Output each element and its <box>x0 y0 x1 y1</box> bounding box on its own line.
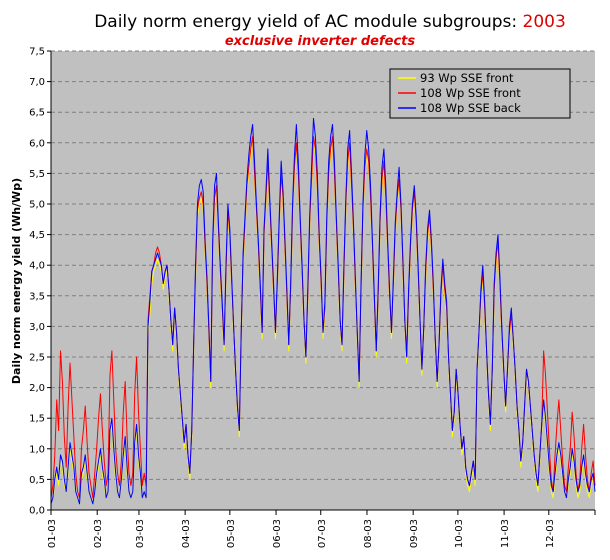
x-tick-label: 02-03 <box>93 519 104 548</box>
y-tick-label: 5,0 <box>29 200 45 211</box>
y-tick-label: 3,5 <box>29 291 45 302</box>
y-tick-label: 6,0 <box>29 138 45 149</box>
x-tick-label: 11-03 <box>500 519 511 548</box>
y-tick-label: 7,0 <box>29 77 45 88</box>
legend-entry: 108 Wp SSE back <box>398 101 521 115</box>
series-lines <box>50 117 596 505</box>
x-tick-label: 04-03 <box>181 519 192 548</box>
y-axis-ticks: 0,0 0,5 1,0 1,5 2,0 2,5 3,0 3,5 4,0 4,5 5,0 5,5 6,0 6… <box>29 47 51 517</box>
x-tick-label: 06-03 <box>272 519 283 548</box>
y-tick-label: 6,5 <box>29 108 45 119</box>
y-tick-label: 3,0 <box>29 322 45 333</box>
x-tick-label: 05-03 <box>226 519 237 548</box>
legend-box <box>389 68 571 119</box>
y-tick-label: 7,5 <box>29 47 45 58</box>
x-tick-label: 12-03 <box>545 519 556 548</box>
y-tick-label: 4,5 <box>29 230 45 241</box>
x-axis-ticks: 01-03 02-03 03-03 04-03 05-03 06-03 07-03 08-03… <box>47 510 596 548</box>
chart-subtitle: exclusive inverter defects <box>225 34 416 49</box>
y-tick-label: 2,5 <box>29 353 45 364</box>
y-tick-label: 5,5 <box>29 169 45 180</box>
y-tick-label: 4,0 <box>29 261 45 272</box>
y-tick-label: 0,5 <box>29 475 45 486</box>
legend-label: 108 Wp SSE front <box>420 86 521 100</box>
legend-label: 108 Wp SSE back <box>420 101 521 115</box>
y-tick-label: 1,5 <box>29 414 45 425</box>
series-line-2 <box>50 117 596 505</box>
legend-entry: 93 Wp SSE front <box>398 71 514 85</box>
plot-area <box>51 51 595 510</box>
x-tick-label: 08-03 <box>363 519 374 548</box>
x-tick-label: 03-03 <box>135 519 146 548</box>
x-tick-label: 09-03 <box>409 519 420 548</box>
y-tick-label: 1,0 <box>29 444 45 455</box>
y-tick-label: 0,0 <box>29 506 45 517</box>
chart-title: Daily norm energy yield of AC module sub… <box>94 12 566 32</box>
legend-entry: 108 Wp SSE front <box>398 86 521 100</box>
x-tick-label: 10-03 <box>454 519 465 548</box>
x-tick-label: 01-03 <box>47 519 58 548</box>
legend-label: 93 Wp SSE front <box>420 71 514 85</box>
x-tick-label: 07-03 <box>317 519 328 548</box>
y-tick-label: 2,0 <box>29 383 45 394</box>
y-axis-title: Daily norm energy yield (Wh/Wp) <box>10 178 23 384</box>
